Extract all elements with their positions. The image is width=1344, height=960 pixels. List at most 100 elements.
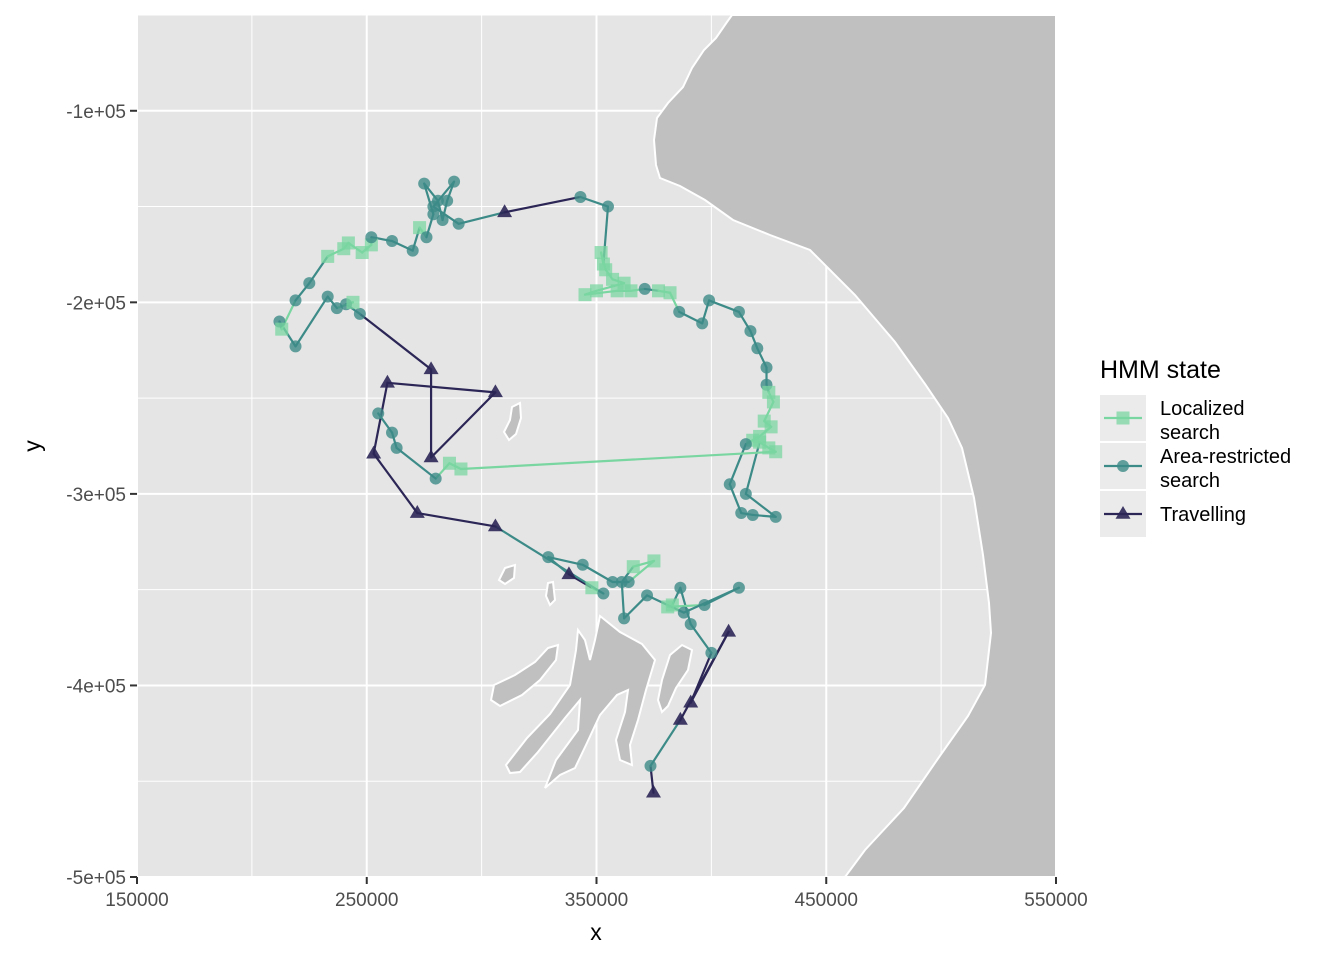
legend-label: Travelling <box>1160 504 1246 526</box>
track-segment <box>744 492 777 518</box>
track-point-state-2 <box>289 340 302 353</box>
track-point-state-2 <box>321 290 334 303</box>
track-point-state-2 <box>723 478 736 491</box>
track-point-state-1 <box>341 236 355 250</box>
track-point-state-3 <box>683 694 699 708</box>
track-point-state-2 <box>386 426 399 439</box>
track-point-state-1 <box>647 554 661 568</box>
y-tick-label: -5e+05 <box>66 868 126 889</box>
track-segment <box>689 630 730 704</box>
track-segment <box>503 195 582 214</box>
track-point-state-3 <box>561 566 577 580</box>
track-point-state-2 <box>386 235 399 248</box>
track-point-state-3 <box>409 505 425 518</box>
track-point-state-2 <box>739 438 752 451</box>
track-point-state-2 <box>441 194 454 207</box>
track-point-state-1 <box>594 246 608 260</box>
land-islet-mid <box>544 580 557 607</box>
track-point-state-2 <box>574 190 587 203</box>
x-tick-label: 250000 <box>335 890 398 911</box>
track-point-state-2 <box>735 507 748 520</box>
track-segment <box>429 391 497 459</box>
track-point-state-2 <box>732 581 745 594</box>
track-point-state-1 <box>626 560 640 574</box>
track-point-state-2 <box>289 294 302 307</box>
track-point-state-2 <box>677 606 690 619</box>
legend-key-marker-square <box>1116 411 1130 425</box>
track-point-state-2 <box>427 200 440 213</box>
y-tick-label: -4e+05 <box>66 676 126 697</box>
track-point-state-2 <box>751 342 764 355</box>
track-point-state-2 <box>372 407 385 420</box>
track-segment <box>294 295 329 348</box>
track-point-state-2 <box>696 317 709 330</box>
track-point-state-2 <box>606 576 619 589</box>
y-axis: -1e+05 -2e+05 -3e+05 -4e+05 -5e+05 <box>66 102 137 889</box>
track-segment <box>620 580 626 620</box>
x-axis-title: x <box>590 919 602 945</box>
track-point-state-2 <box>769 510 782 523</box>
track-segment <box>682 586 741 614</box>
track-point-state-2 <box>705 646 718 659</box>
track-point-state-1 <box>590 284 603 298</box>
track-point-state-1 <box>413 221 427 235</box>
track-segment <box>386 381 497 394</box>
track-point-state-2 <box>330 302 343 315</box>
track-point-state-3 <box>645 784 661 798</box>
track-point-state-2 <box>698 598 711 611</box>
track-point-state-2 <box>622 576 635 589</box>
track-point-state-2 <box>448 175 461 188</box>
track-point-state-2 <box>597 587 610 600</box>
track-point-state-1 <box>766 395 780 409</box>
track-point-state-3 <box>487 518 503 532</box>
track-point-state-1 <box>346 295 360 309</box>
track-segment <box>372 452 419 515</box>
track-point-state-2 <box>746 508 759 521</box>
track-point-state-2 <box>429 472 442 485</box>
track-point-state-3 <box>721 623 737 637</box>
legend-label: Area-restricted search <box>1160 446 1291 492</box>
land-island-east <box>656 643 694 714</box>
track-point-state-3 <box>423 361 439 375</box>
track-point-state-2 <box>353 307 366 320</box>
track-point-state-1 <box>610 284 624 298</box>
track-point-state-2 <box>744 325 757 338</box>
track-point-state-2 <box>420 231 433 244</box>
x-tick-label: 550000 <box>1024 890 1087 911</box>
map-layer <box>489 15 1056 877</box>
track-point-state-2 <box>418 177 431 190</box>
x-tick-label: 350000 <box>565 890 628 911</box>
land-islet-north <box>502 401 523 442</box>
track-segment <box>689 651 713 704</box>
legend-key-marker-circle <box>1117 460 1129 472</box>
track-point-state-1 <box>321 249 335 263</box>
track-segment <box>459 450 777 471</box>
track-points <box>273 175 783 798</box>
track-point-state-2 <box>365 231 378 244</box>
track-point-state-2 <box>641 589 654 602</box>
land-peninsula <box>504 614 657 789</box>
track-point-state-2 <box>452 217 465 230</box>
track-point-state-1 <box>585 581 599 595</box>
track-point-state-2 <box>638 282 651 295</box>
track-point-state-1 <box>454 462 468 476</box>
track-point-state-2 <box>618 612 631 625</box>
legend-title: HMM state <box>1100 356 1221 384</box>
track-point-state-2 <box>576 558 589 571</box>
track-point-state-2 <box>406 244 419 257</box>
track-point-state-1 <box>578 288 592 302</box>
track-point-state-2 <box>673 305 686 318</box>
track-point-state-2 <box>760 361 773 374</box>
x-tick-label: 450000 <box>795 890 858 911</box>
track-point-state-1 <box>442 456 456 470</box>
track-point-state-3 <box>672 711 688 725</box>
x-axis: 150000 250000 350000 450000 550000 <box>105 877 1088 911</box>
track-point-state-1 <box>624 284 638 298</box>
track-point-state-2 <box>703 294 716 307</box>
track-point-state-2 <box>732 305 745 318</box>
track-point-state-2 <box>674 581 687 594</box>
track-point-state-3 <box>423 449 439 463</box>
track-point-state-1 <box>275 322 289 336</box>
track-point-state-1 <box>769 445 783 459</box>
track-point-state-2 <box>436 213 449 226</box>
